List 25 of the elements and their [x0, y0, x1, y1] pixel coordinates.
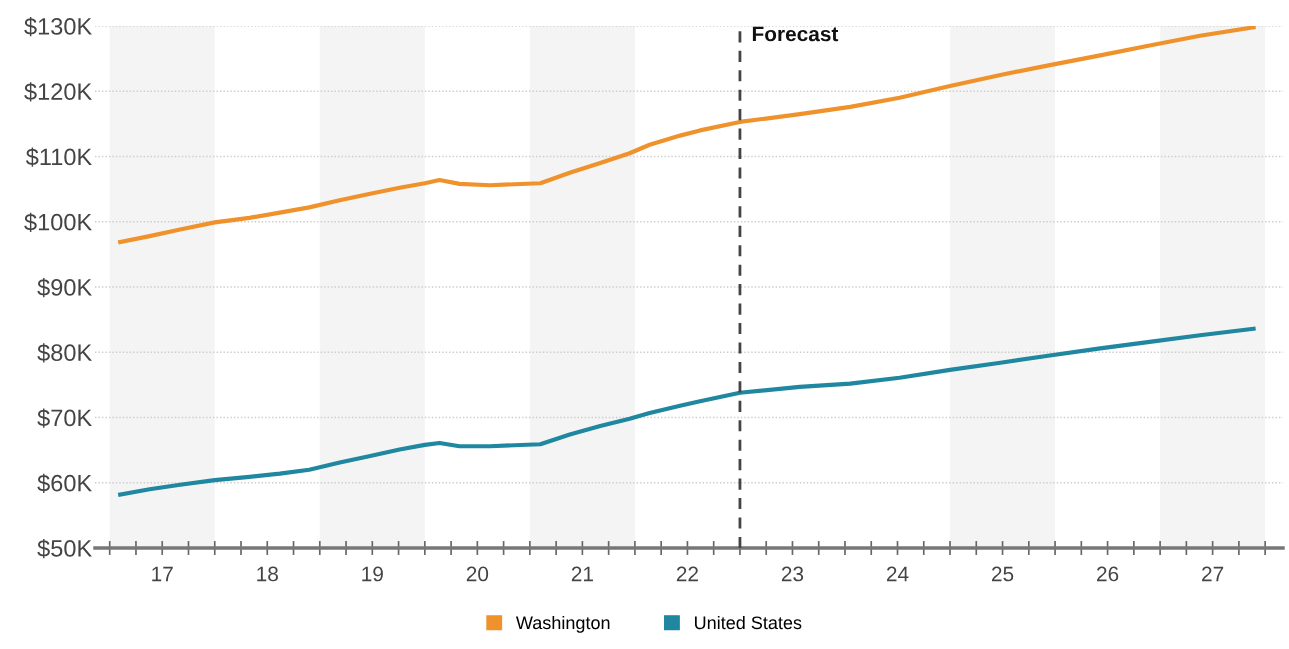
y-tick-label: $130K — [24, 17, 92, 37]
x-tick-label: 23 — [781, 566, 804, 582]
x-tick-label: 17 — [152, 566, 173, 582]
y-tick-label: $90K — [37, 278, 92, 298]
legend-label: Washington — [515, 615, 610, 633]
line-series — [118, 326, 1256, 497]
x-tick-label: 22 — [676, 566, 698, 582]
x-tick-label: 26 — [1097, 566, 1119, 582]
x-tick-label: 25 — [992, 566, 1014, 582]
y-tick-label: $80K — [37, 343, 92, 363]
x-tick-label: 19 — [362, 566, 383, 582]
ref-line-label: Forecast — [752, 26, 839, 42]
x-tick-label: 18 — [257, 566, 278, 582]
y-tick-label: $110K — [25, 147, 92, 167]
line-series — [118, 26, 1256, 245]
y-tick-label: $100K — [24, 212, 92, 232]
y-tick-label: $50K — [37, 539, 92, 559]
x-tick-label: 24 — [886, 566, 909, 582]
x-tick-label: 27 — [1202, 566, 1224, 582]
y-tick-label: $120K — [24, 82, 92, 102]
y-tick-label: $70K — [37, 408, 92, 428]
x-tick-label: 21 — [571, 566, 593, 582]
y-tick-label: $60K — [37, 473, 92, 493]
legend-label: United States — [695, 615, 802, 630]
x-tick-label: 20 — [466, 566, 489, 582]
